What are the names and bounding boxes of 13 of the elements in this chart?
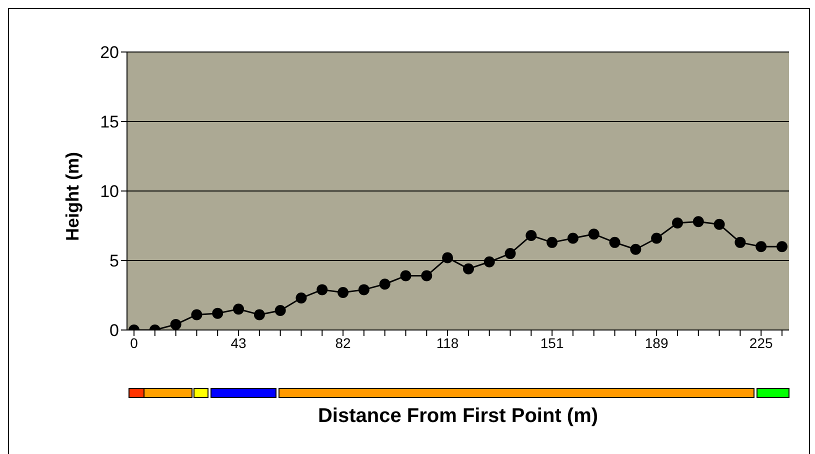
y-tick-label: 5	[110, 252, 119, 271]
x-tick-label: 189	[644, 334, 668, 351]
x-tick-label: 43	[230, 334, 247, 351]
y-axis-title: Height (m)	[62, 152, 82, 241]
y-tick-label: 20	[100, 43, 119, 62]
x-tick-label: 0	[130, 334, 138, 351]
x-tick-label: 82	[335, 334, 352, 351]
y-tick-label: 15	[100, 112, 119, 132]
x-tick-label: 118	[436, 334, 459, 351]
x-axis-title: Distance From First Point (m)	[316, 405, 600, 428]
y-tick-label: 10	[100, 182, 119, 202]
x-tick-label: 225	[749, 334, 773, 351]
x-tick-label: 151	[540, 334, 564, 351]
